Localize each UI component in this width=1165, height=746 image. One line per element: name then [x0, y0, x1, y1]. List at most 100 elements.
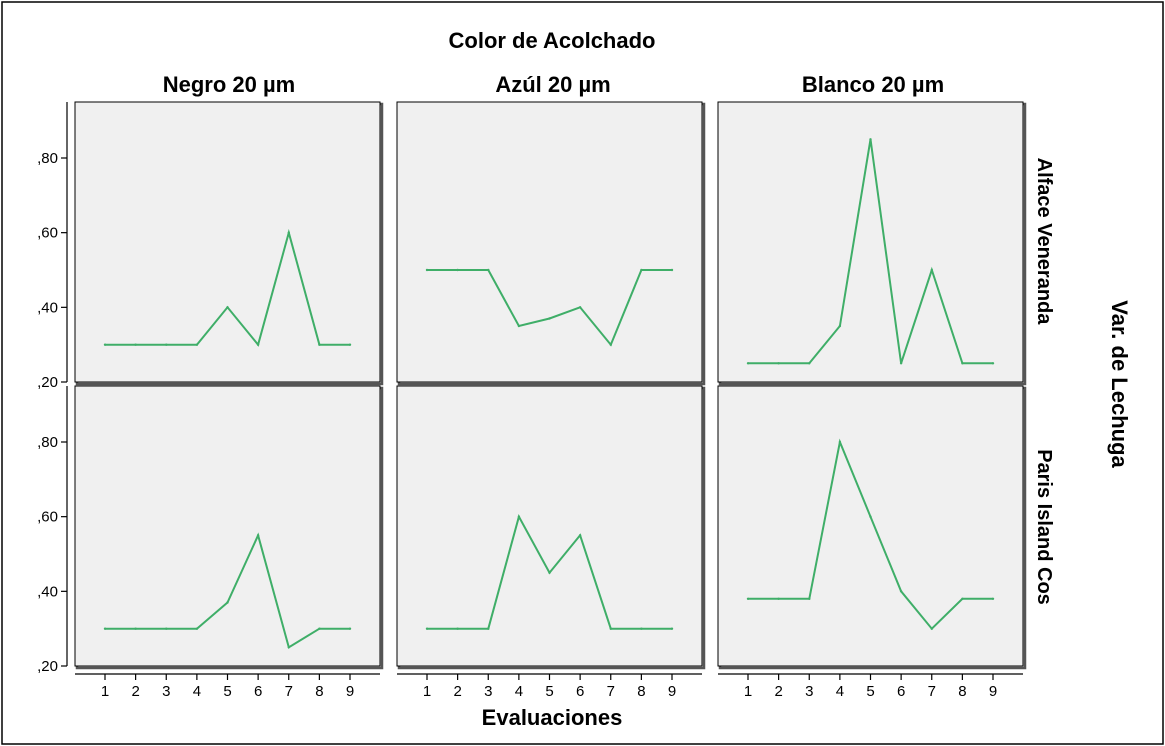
- data-point-r0-c2-5: [869, 138, 872, 141]
- data-point-r0-c2-1: [746, 362, 750, 365]
- data-point-r0-c1-6: [578, 306, 582, 309]
- data-point-r1-c2-9: [991, 597, 995, 600]
- data-point-r1-c1-8: [640, 627, 643, 630]
- data-point-r0-c1-5: [548, 317, 551, 320]
- data-point-r1-c0-9: [348, 627, 352, 630]
- data-point-r1-c1-9: [670, 627, 674, 630]
- data-point-r1-c1-5: [548, 571, 551, 574]
- data-point-r0-c0-4: [195, 343, 199, 346]
- y-tick-label-r0-0: ,20: [37, 374, 58, 391]
- data-point-r1-c2-3: [808, 597, 811, 600]
- column-header-blanco: Blanco 20 µm: [802, 72, 944, 97]
- x-axis-label: Evaluaciones: [482, 705, 623, 730]
- data-point-r0-c0-6: [256, 343, 260, 346]
- column-header-azul: Azúl 20 µm: [495, 72, 610, 97]
- panel-r0-c1: [396, 101, 703, 383]
- chart-title: Color de Acolchado: [449, 28, 656, 53]
- data-point-r0-c1-7: [609, 343, 612, 346]
- x-tick-label-c1-6: 6: [576, 683, 584, 700]
- data-point-r1-c2-8: [961, 597, 964, 600]
- panel-r1-c0: [74, 385, 381, 667]
- x-tick-label-c2-6: 6: [897, 683, 905, 700]
- data-point-r1-c1-2: [456, 627, 459, 630]
- data-point-r1-c1-1: [425, 627, 429, 630]
- y-tick-label-r0-2: ,60: [37, 225, 58, 242]
- data-point-r0-c2-3: [808, 362, 811, 365]
- data-point-r0-c2-6: [899, 362, 903, 365]
- x-tick-label-c1-7: 7: [607, 683, 615, 700]
- data-point-r1-c0-6: [256, 534, 260, 537]
- data-point-r0-c0-5: [226, 306, 229, 309]
- x-tick-label-c0-7: 7: [285, 683, 293, 700]
- x-axis: 1 2 3 4 5 6 7 8 9 1 2 3 4 5 6 7 8 9 1 2 3 4 5 6 7 8 9: [75, 673, 1023, 700]
- x-tick-label-c2-5: 5: [866, 683, 874, 700]
- data-point-r0-c1-3: [487, 268, 490, 272]
- y-tick-label-r0-3: ,80: [37, 150, 58, 167]
- x-tick-label-c1-9: 9: [668, 683, 676, 700]
- x-tick-label-c2-7: 7: [928, 683, 936, 700]
- data-point-r1-c1-7: [609, 627, 612, 630]
- y-tick-label-r0-1: ,40: [37, 299, 58, 316]
- x-tick-label-c1-5: 5: [545, 683, 553, 700]
- x-tick-label-c2-4: 4: [836, 683, 844, 700]
- row-group-label: Var. de Lechuga: [1107, 300, 1132, 468]
- x-tick-label-c1-2: 2: [453, 683, 461, 700]
- x-tick-label-c0-1: 1: [101, 683, 109, 700]
- data-point-r1-c0-2: [134, 627, 137, 630]
- data-point-r0-c0-2: [134, 343, 137, 346]
- data-point-r1-c2-7: [930, 627, 933, 630]
- panel-r0-c2: [717, 101, 1024, 383]
- data-point-r1-c0-4: [195, 627, 199, 630]
- data-point-r0-c1-9: [670, 268, 674, 272]
- y-axis: ,20 ,40 ,60 ,80 ,20 ,40 ,60 ,80: [37, 102, 68, 675]
- x-tick-label-c0-8: 8: [315, 683, 323, 700]
- x-tick-label-c2-8: 8: [958, 683, 966, 700]
- data-point-r1-c0-8: [318, 627, 321, 630]
- x-tick-label-c0-9: 9: [346, 683, 354, 700]
- data-point-r1-c2-4: [838, 440, 842, 444]
- x-tick-label-c2-9: 9: [989, 683, 997, 700]
- data-point-r1-c0-1: [103, 627, 107, 630]
- data-point-r1-c2-6: [899, 590, 903, 593]
- data-point-r0-c2-7: [930, 268, 933, 272]
- data-point-r1-c2-2: [777, 597, 780, 600]
- data-point-r0-c1-1: [425, 268, 429, 272]
- data-point-r1-c0-5: [226, 601, 229, 604]
- column-header-negro: Negro 20 µm: [163, 72, 296, 97]
- x-tick-label-c1-3: 3: [484, 683, 492, 700]
- data-point-r0-c0-1: [103, 343, 107, 346]
- panel-r0-c0: [74, 101, 381, 383]
- x-tick-label-c1-1: 1: [423, 683, 431, 700]
- data-point-r0-c1-8: [640, 268, 643, 272]
- data-point-r0-c2-4: [838, 324, 842, 328]
- x-tick-label-c0-2: 2: [131, 683, 139, 700]
- row-label-paris-island-cos: Paris Island Cos: [1033, 449, 1055, 605]
- data-point-r0-c1-4: [517, 324, 521, 328]
- x-tick-label-c0-4: 4: [193, 683, 201, 700]
- data-point-r1-c2-1: [746, 597, 750, 600]
- data-point-r0-c2-2: [777, 362, 780, 365]
- data-point-r1-c1-6: [578, 534, 582, 537]
- y-tick-label-r1-0: ,20: [37, 658, 58, 675]
- data-point-r1-c0-3: [165, 627, 168, 630]
- panels-layer: [74, 101, 1027, 670]
- x-tick-label-c2-1: 1: [744, 683, 752, 700]
- data-point-r0-c0-7: [287, 231, 290, 234]
- data-point-r0-c1-2: [456, 268, 459, 272]
- x-tick-label-c2-3: 3: [805, 683, 813, 700]
- y-tick-label-r1-3: ,80: [37, 434, 58, 451]
- data-point-r0-c0-9: [348, 343, 352, 346]
- data-point-r0-c0-3: [165, 343, 168, 346]
- column-headers: Negro 20 µm Azúl 20 µm Blanco 20 µm: [163, 72, 944, 97]
- data-point-r0-c2-8: [961, 362, 964, 365]
- data-point-r1-c0-7: [287, 646, 290, 649]
- data-point-r0-c0-8: [318, 343, 321, 346]
- data-point-r1-c1-3: [487, 627, 490, 630]
- y-tick-label-r1-2: ,60: [37, 509, 58, 526]
- x-tick-label-c1-8: 8: [637, 683, 645, 700]
- x-tick-label-c1-4: 4: [515, 683, 523, 700]
- y-tick-label-r1-1: ,40: [37, 583, 58, 600]
- data-point-r1-c1-4: [517, 515, 521, 518]
